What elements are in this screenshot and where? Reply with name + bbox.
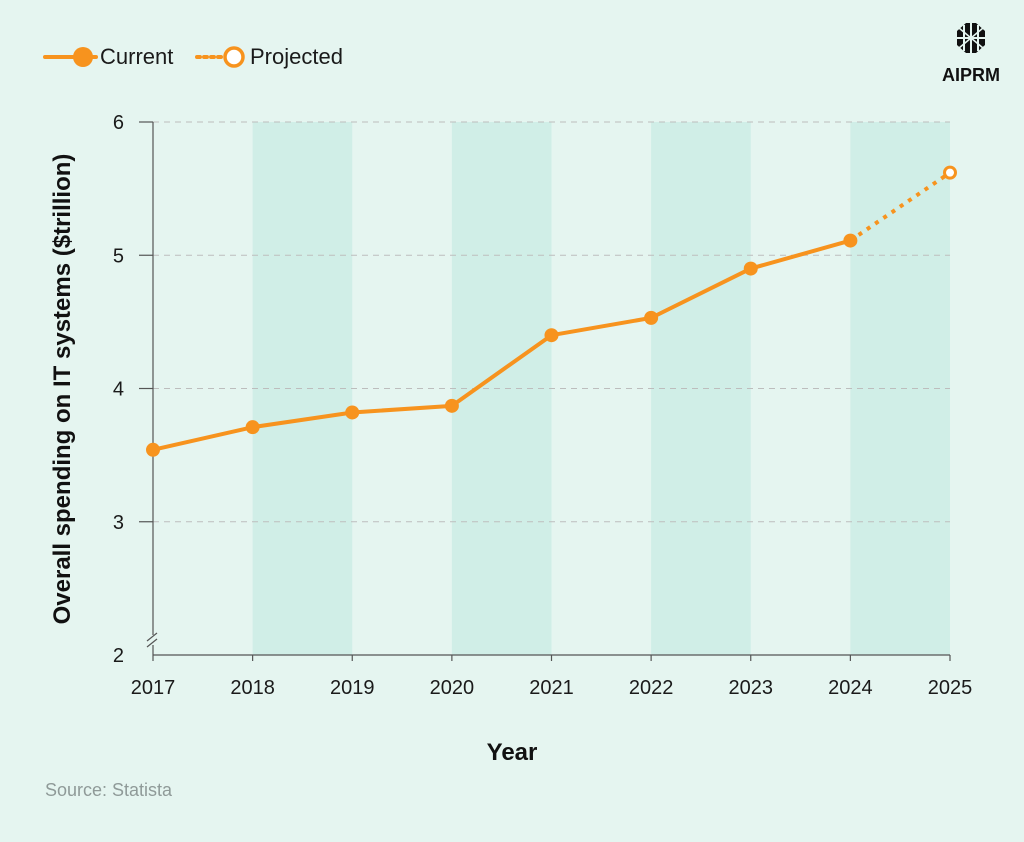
aiprm-logo-icon xyxy=(957,23,985,53)
data-point-current xyxy=(245,420,260,435)
column-band xyxy=(651,122,751,655)
column-band xyxy=(850,122,950,655)
x-tick-label: 2020 xyxy=(430,677,475,699)
column-band xyxy=(252,122,353,655)
x-tick-label: 2021 xyxy=(529,677,574,699)
legend-projected-label: Projected xyxy=(250,44,343,69)
data-point-current xyxy=(146,442,160,457)
x-tick-label: 2025 xyxy=(928,677,973,699)
legend-current-marker xyxy=(73,47,93,67)
data-point-current xyxy=(644,310,659,325)
x-tick-label: 2024 xyxy=(828,677,873,699)
axis-break-mark xyxy=(146,632,158,642)
gridlines xyxy=(139,121,950,523)
x-tick-label: 2018 xyxy=(230,677,275,699)
x-tick-label: 2019 xyxy=(330,677,375,699)
data-point-current xyxy=(444,398,459,413)
axis-break-mark xyxy=(146,638,158,648)
series-line-current xyxy=(151,238,853,452)
brand-name: AIPRM xyxy=(942,65,1000,85)
y-axis-title: Overall spending on IT systems ($trillio… xyxy=(49,154,76,625)
column-band xyxy=(451,122,552,655)
data-point-current xyxy=(743,261,758,276)
brand-logo: AIPRM xyxy=(942,23,1000,85)
x-axis-title: Year xyxy=(487,739,538,766)
data-point-current xyxy=(345,405,360,420)
series-lines xyxy=(151,170,952,452)
y-tick-label: 3 xyxy=(113,512,124,534)
x-tick-label: 2017 xyxy=(131,677,176,699)
legend: Current Projected xyxy=(43,44,343,69)
series-line-projected xyxy=(849,170,952,243)
x-tick-labels: 2017 2018 2019 2020 2021 2022 2023 2024 2025 xyxy=(131,655,973,699)
source-note: Source: Statista xyxy=(45,780,173,800)
y-tick-label: 6 xyxy=(113,112,124,134)
data-point-projected xyxy=(943,165,957,180)
x-tick-label: 2022 xyxy=(629,677,674,699)
legend-current-label: Current xyxy=(100,44,173,69)
data-point-current xyxy=(544,328,559,343)
x-tick-label: 2023 xyxy=(729,677,774,699)
y-tick-label: 5 xyxy=(113,245,124,267)
data-point-current xyxy=(843,233,858,248)
data-points xyxy=(146,165,957,457)
legend-projected-marker xyxy=(223,46,245,68)
y-tick-label: 4 xyxy=(113,379,124,401)
y-tick-labels: 2 3 4 5 6 xyxy=(113,112,124,667)
column-bands xyxy=(252,122,950,655)
y-tick-label: 2 xyxy=(113,645,124,667)
